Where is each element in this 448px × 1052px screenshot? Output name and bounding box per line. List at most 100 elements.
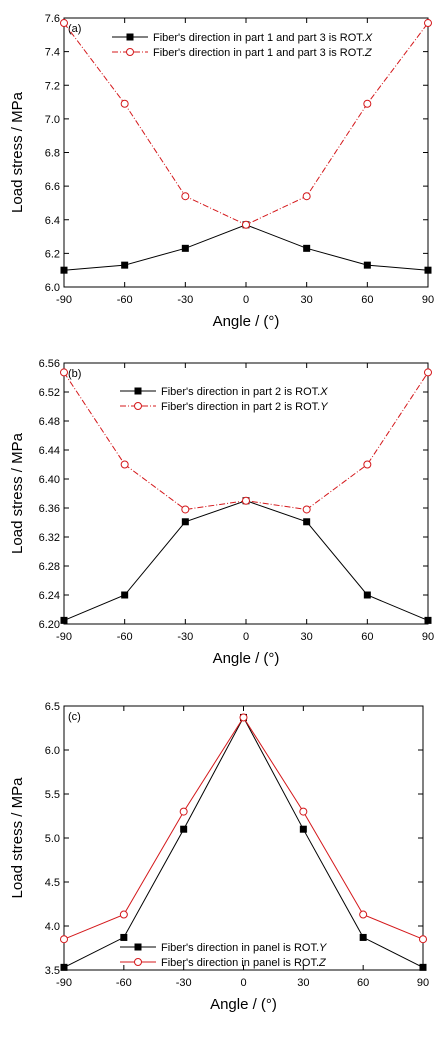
x-tick-label: 90	[422, 294, 434, 306]
data-point	[359, 910, 368, 919]
x-tick-label: -90	[56, 631, 72, 643]
y-tick-label: 6.48	[39, 416, 60, 428]
x-tick-label: 60	[357, 977, 369, 989]
data-point	[424, 616, 432, 624]
x-axis-title: Angle / (°)	[213, 650, 280, 667]
plot-frame	[63, 705, 424, 971]
y-tick-label: 6.32	[39, 532, 60, 544]
legend-label: Fiber's direction in part 1 and part 3 i…	[153, 32, 373, 44]
chart-panel-2: -90 -60 -30 0 30 60 90 6.20 6.24 6.28 6.32 6.36 6.40…	[9, 358, 434, 667]
data-point	[60, 266, 68, 274]
y-tick-label: 6.6	[45, 181, 60, 193]
panel-label: (b)	[68, 368, 81, 380]
data-point	[424, 368, 432, 377]
legend-label: Fiber's direction in panel is ROT.Y	[161, 942, 327, 954]
data-point	[363, 460, 372, 469]
y-tick-label: 7.2	[45, 80, 60, 92]
y-tick-label: 6.20	[39, 619, 60, 631]
y-tick-label: 6.52	[39, 387, 60, 399]
legend-marker	[134, 387, 142, 395]
legend-label: Fiber's direction in panel is ROT.Z	[161, 957, 327, 969]
series-line-2	[63, 716, 424, 940]
x-tick-label: 0	[240, 977, 246, 989]
legend-marker	[134, 402, 142, 410]
series-line-1	[63, 500, 429, 621]
data-point	[303, 518, 311, 526]
data-point	[242, 220, 250, 229]
data-point	[363, 99, 372, 108]
data-point	[60, 616, 68, 624]
y-tick-label: 6.24	[39, 590, 60, 602]
data-point	[60, 19, 68, 28]
chart-panel-3: -90 -60 -30 0 30 60 90 3.5 4.0 4.5 5.0 5.5 6.0 6.5 Ang…	[9, 701, 429, 1013]
y-tick-label: 5.5	[45, 789, 60, 801]
data-point	[239, 713, 248, 722]
data-point	[303, 244, 311, 252]
y-tick-label: 6.56	[39, 358, 60, 370]
data-point	[119, 910, 128, 919]
data-point	[419, 935, 427, 944]
y-tick-label: 5.0	[45, 833, 60, 845]
y-axis-title: Load stress / MPa	[9, 432, 26, 554]
x-tick-label: 30	[301, 294, 313, 306]
series-line-1	[63, 224, 429, 271]
data-point	[121, 591, 129, 599]
y-axis-title: Load stress / MPa	[9, 91, 26, 213]
data-point	[419, 963, 427, 971]
series-line-1	[63, 716, 424, 968]
legend-label: Fiber's direction in part 1 and part 3 i…	[153, 47, 373, 59]
x-tick-label: 90	[422, 631, 434, 643]
data-point	[363, 261, 371, 269]
x-tick-label: 90	[417, 977, 429, 989]
data-point	[363, 591, 371, 599]
data-point	[181, 518, 189, 526]
y-tick-label: 6.0	[45, 745, 60, 757]
chart-panel-1: -90 -60 -30 0 30 60 90 6.0 6.2 6.4 6.6 6.8 7.0 7.2 7.4…	[9, 13, 434, 330]
y-tick-label: 4.0	[45, 921, 60, 933]
panel-label: (c)	[68, 711, 81, 723]
data-point	[299, 825, 307, 833]
data-point	[180, 825, 188, 833]
y-tick-label: 6.5	[45, 701, 60, 713]
y-tick-label: 6.36	[39, 503, 60, 515]
y-tick-label: 6.4	[45, 215, 60, 227]
y-tick-label: 7.6	[45, 13, 60, 25]
data-point	[424, 19, 432, 28]
y-tick-label: 6.0	[45, 282, 60, 294]
data-point	[359, 933, 367, 941]
y-tick-label: 6.44	[39, 445, 60, 457]
x-tick-label: 60	[361, 631, 373, 643]
data-point	[181, 505, 190, 514]
x-tick-label: 0	[243, 631, 249, 643]
x-tick-label: -30	[177, 631, 193, 643]
panel-label: (a)	[68, 23, 81, 35]
y-tick-label: 7.0	[45, 114, 60, 126]
data-point	[120, 933, 128, 941]
x-tick-label: -60	[117, 294, 133, 306]
x-tick-label: -30	[177, 294, 193, 306]
data-point	[120, 99, 129, 108]
x-axis-title: Angle / (°)	[213, 313, 280, 330]
data-point	[60, 935, 68, 944]
x-tick-label: 0	[243, 294, 249, 306]
y-tick-label: 6.28	[39, 561, 60, 573]
legend-marker	[134, 958, 142, 966]
x-tick-label: 30	[297, 977, 309, 989]
x-tick-label: -60	[117, 631, 133, 643]
y-tick-label: 6.40	[39, 474, 60, 486]
legend-marker	[126, 48, 134, 56]
x-tick-label: 30	[301, 631, 313, 643]
x-axis-title: Angle / (°)	[210, 996, 277, 1013]
data-point	[60, 963, 68, 971]
x-tick-label: -60	[116, 977, 132, 989]
x-tick-label: -90	[56, 294, 72, 306]
legend-marker	[134, 943, 142, 951]
y-tick-label: 3.5	[45, 965, 60, 977]
y-tick-label: 7.4	[45, 47, 60, 59]
legend-label: Fiber's direction in part 2 is ROT.X	[161, 386, 328, 398]
x-tick-label: -30	[176, 977, 192, 989]
x-tick-label: -90	[56, 977, 72, 989]
data-point	[120, 460, 129, 469]
data-point	[60, 368, 68, 377]
